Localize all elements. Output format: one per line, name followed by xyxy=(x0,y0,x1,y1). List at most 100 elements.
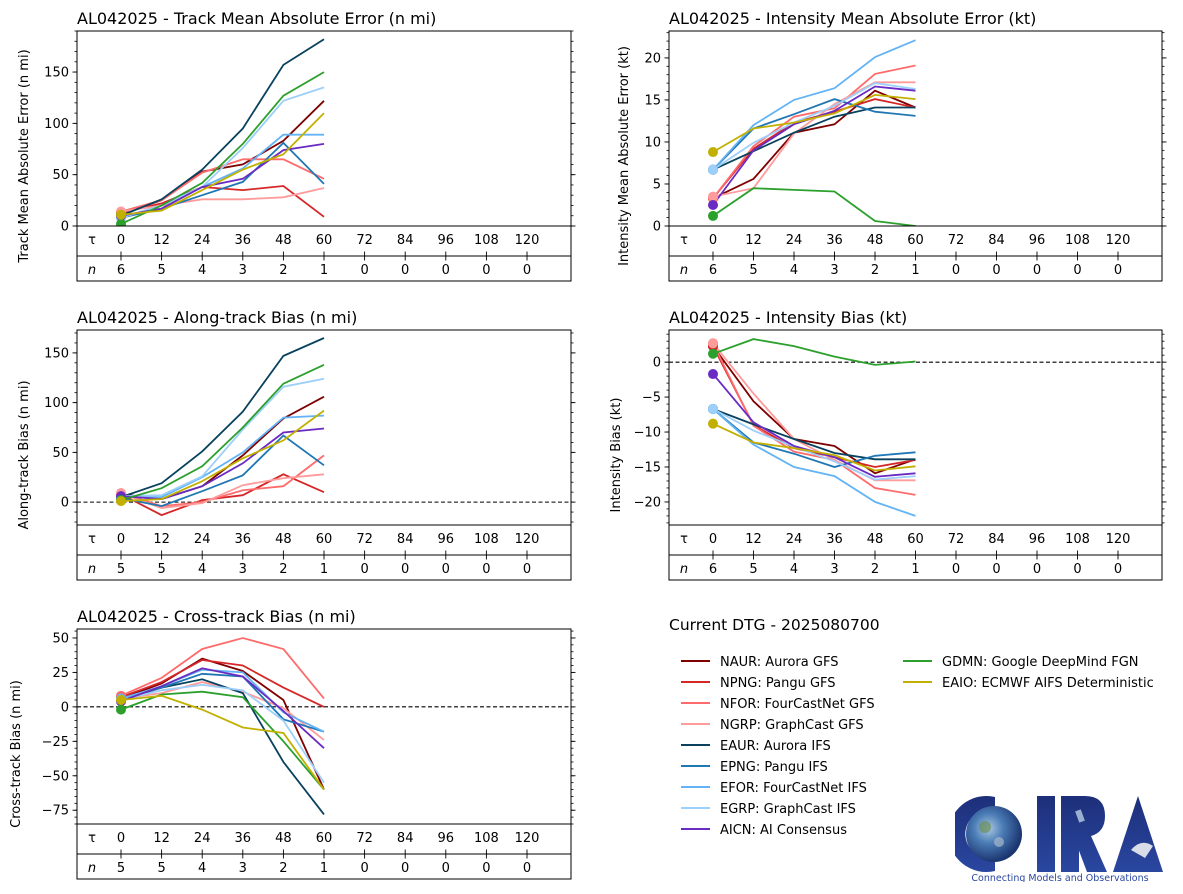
sample-count: 5 xyxy=(157,861,165,876)
sample-count: 0 xyxy=(360,562,368,577)
sample-count: 6 xyxy=(117,263,125,278)
n-row-label: n xyxy=(88,562,96,577)
series-line-egrp xyxy=(712,82,916,171)
x-tick-label: 72 xyxy=(356,233,373,248)
x-tick-label: 84 xyxy=(397,831,414,846)
series-line-naur xyxy=(712,89,916,200)
sample-count: 4 xyxy=(198,562,206,577)
chart-intensity_mae: AL042025 - Intensity Mean Absolute Error… xyxy=(617,9,1167,282)
y-tick-label: 25 xyxy=(52,666,69,681)
series-marker-gdmn xyxy=(708,348,718,359)
sample-count: 3 xyxy=(830,562,838,577)
series-group xyxy=(708,39,916,226)
x-tick-label: 120 xyxy=(515,831,540,846)
series-line-gdmn xyxy=(712,187,916,226)
sample-count: 0 xyxy=(1033,562,1041,577)
x-tick-label: 120 xyxy=(1106,233,1131,248)
chart-cross_track_bias: AL042025 - Cross-track Bias (n mi) Cross-… xyxy=(9,607,576,880)
sample-count: 1 xyxy=(320,562,328,577)
x-tick-label: 96 xyxy=(438,532,455,547)
x-tick-label: 48 xyxy=(275,532,292,547)
series-line-ngrp xyxy=(120,187,325,213)
legend-entry-eaio: EAIO: ECMWF AIFS Deterministic xyxy=(942,676,1154,691)
x-tick-label: 48 xyxy=(867,233,884,248)
x-tick-label: 120 xyxy=(515,532,540,547)
series-group xyxy=(116,38,325,226)
y-tick-label: 5 xyxy=(653,177,661,192)
sample-count: 5 xyxy=(749,562,757,577)
series-line-egrp xyxy=(120,86,325,219)
n-row-label: n xyxy=(680,263,688,278)
legend-entry-npng: NPNG: Pangu GFS xyxy=(720,676,836,691)
x-tick-label: 36 xyxy=(235,532,252,547)
y-tick-label: −20 xyxy=(634,495,661,510)
series-line-gdmn xyxy=(712,338,916,366)
x-tick-label: 48 xyxy=(275,831,292,846)
x-tick-label: 12 xyxy=(153,233,170,248)
y-tick-label: 0 xyxy=(61,496,69,511)
series-marker-eaio xyxy=(708,418,718,429)
x-tick-label: 108 xyxy=(474,831,499,846)
series-line-nfor xyxy=(712,342,916,496)
sample-count: 6 xyxy=(709,562,717,577)
sample-count: 0 xyxy=(952,263,960,278)
legend-entry-egrp: EGRP: GraphCast IFS xyxy=(720,802,856,817)
x-tick-label: 60 xyxy=(907,532,924,547)
sample-count: 4 xyxy=(198,263,206,278)
current-dtg-label: Current DTG - 2025080700 xyxy=(669,616,880,634)
series-line-nfor xyxy=(120,637,325,700)
series-line-npng xyxy=(120,659,325,708)
series-line-eaio xyxy=(712,422,916,472)
series-marker-gdmn xyxy=(116,218,126,226)
x-tick-label: 36 xyxy=(826,532,843,547)
chart-title: AL042025 - Cross-track Bias (n mi) xyxy=(77,607,356,626)
y-tick-label: −75 xyxy=(42,804,69,819)
sample-count: 0 xyxy=(442,263,450,278)
series-marker-eaio xyxy=(708,147,718,158)
series-marker-ngrp xyxy=(708,191,718,202)
x-tick-label: 36 xyxy=(235,831,252,846)
x-tick-label: 60 xyxy=(316,233,333,248)
x-tick-label: 120 xyxy=(1106,532,1131,547)
series-group xyxy=(708,338,916,517)
sample-count: 4 xyxy=(790,562,798,577)
x-tick-label: 108 xyxy=(1065,532,1090,547)
sample-count: 5 xyxy=(117,861,125,876)
series-marker-aicn xyxy=(708,199,718,210)
sample-count: 0 xyxy=(482,263,490,278)
chart-track_mae: AL042025 - Track Mean Absolute Error (n … xyxy=(17,9,576,282)
sample-count: 4 xyxy=(790,263,798,278)
sample-count: 0 xyxy=(1073,562,1081,577)
legend-entry-gdmn: GDMN: Google DeepMind FGN xyxy=(942,655,1139,670)
x-tick-label: 0 xyxy=(117,233,125,248)
axes-frame xyxy=(668,30,1163,282)
sample-count: 1 xyxy=(911,263,919,278)
series-marker-aicn xyxy=(708,369,718,380)
x-tick-label: 96 xyxy=(1029,233,1046,248)
series-line-aicn xyxy=(120,667,325,749)
y-tick-label: 15 xyxy=(644,93,661,108)
tau-row-label: τ xyxy=(680,233,688,248)
sample-count: 0 xyxy=(360,861,368,876)
series-line-eaur xyxy=(120,38,325,217)
n-row-label: n xyxy=(680,562,688,577)
series-marker-eaio xyxy=(116,694,126,705)
chart-along_track_bias: AL042025 - Along-track Bias (n mi) Along-… xyxy=(17,308,576,581)
sample-count: 6 xyxy=(709,263,717,278)
x-tick-label: 108 xyxy=(1065,233,1090,248)
sample-count: 2 xyxy=(279,263,287,278)
x-tick-label: 84 xyxy=(988,532,1005,547)
chart-title: AL042025 - Along-track Bias (n mi) xyxy=(77,308,357,327)
series-line-epng xyxy=(712,98,916,171)
chart-title: AL042025 - Track Mean Absolute Error (n … xyxy=(77,9,436,28)
sample-count: 0 xyxy=(401,861,409,876)
n-row-label: n xyxy=(88,263,96,278)
x-tick-label: 84 xyxy=(988,233,1005,248)
series-line-eaur xyxy=(712,408,916,461)
y-axis-label: Cross-track Bias (n mi) xyxy=(9,680,24,828)
y-tick-label: 20 xyxy=(644,51,661,66)
x-tick-label: 72 xyxy=(356,831,373,846)
y-tick-label: 100 xyxy=(44,396,69,411)
y-axis-label: Track Mean Absolute Error (n mi) xyxy=(17,49,32,263)
